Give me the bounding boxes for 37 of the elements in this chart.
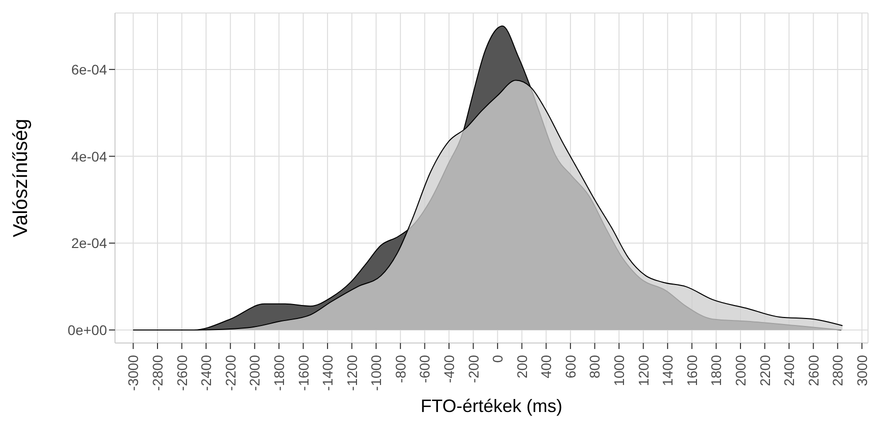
y-tick-label: 2e-04 <box>71 235 108 252</box>
x-axis-title: FTO-értékek (ms) <box>420 396 562 416</box>
x-tick-label: 200 <box>514 354 530 378</box>
x-tick-label: -800 <box>392 354 408 384</box>
x-tick-label: -1600 <box>295 354 312 391</box>
x-tick-label: -1800 <box>270 354 287 391</box>
x-tick-label: 400 <box>538 354 554 378</box>
x-tick-label: -1400 <box>320 354 336 391</box>
x-tick-label: 2200 <box>756 354 773 386</box>
y-tick-label: 0e+00 <box>68 322 108 338</box>
x-tick-label: -2000 <box>246 354 263 391</box>
x-tick-label: -3000 <box>125 354 142 391</box>
x-tick-label: 1200 <box>635 354 652 386</box>
x-tick-label: 3000 <box>854 354 869 386</box>
x-tick-label: 0 <box>490 354 506 363</box>
x-tick-label: 2400 <box>781 354 798 386</box>
x-tick-label: -400 <box>440 354 457 384</box>
x-tick-label: 600 <box>562 354 578 378</box>
x-tick-label: -2800 <box>150 354 166 391</box>
x-tick-label: 1600 <box>684 354 700 386</box>
x-tick-label: 1800 <box>708 354 724 386</box>
x-tick-label: -600 <box>416 354 433 384</box>
x-tick-label: -2400 <box>198 354 214 391</box>
x-tick-label: 800 <box>586 354 603 378</box>
x-tick-label: -1200 <box>344 354 360 391</box>
y-tick-label: 6e-04 <box>71 61 108 78</box>
y-axis-title: Valószínűség <box>10 118 32 238</box>
y-tick-label: 4e-04 <box>71 148 108 164</box>
x-tick-label: 2800 <box>830 354 846 386</box>
x-tick-label: 1400 <box>660 354 676 386</box>
x-tick-label: 1000 <box>611 354 628 386</box>
x-tick-label: -2600 <box>174 354 190 391</box>
x-tick-label: 2600 <box>805 354 822 386</box>
x-tick-label: -1000 <box>368 354 384 391</box>
x-tick-label: 2000 <box>732 354 748 386</box>
x-tick-label: -2200 <box>222 354 238 391</box>
x-tick-label: -200 <box>465 354 482 384</box>
